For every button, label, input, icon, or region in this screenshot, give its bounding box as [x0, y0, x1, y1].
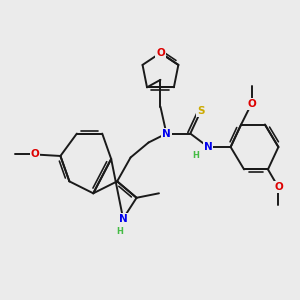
Text: H: H — [192, 151, 199, 160]
Text: H: H — [116, 227, 123, 236]
Text: O: O — [31, 149, 39, 160]
Text: O: O — [274, 182, 283, 192]
Text: N: N — [162, 129, 171, 139]
Text: O: O — [156, 48, 165, 58]
Text: N: N — [119, 214, 128, 224]
Text: N: N — [204, 142, 213, 152]
Text: O: O — [247, 99, 256, 109]
Text: S: S — [197, 106, 205, 116]
